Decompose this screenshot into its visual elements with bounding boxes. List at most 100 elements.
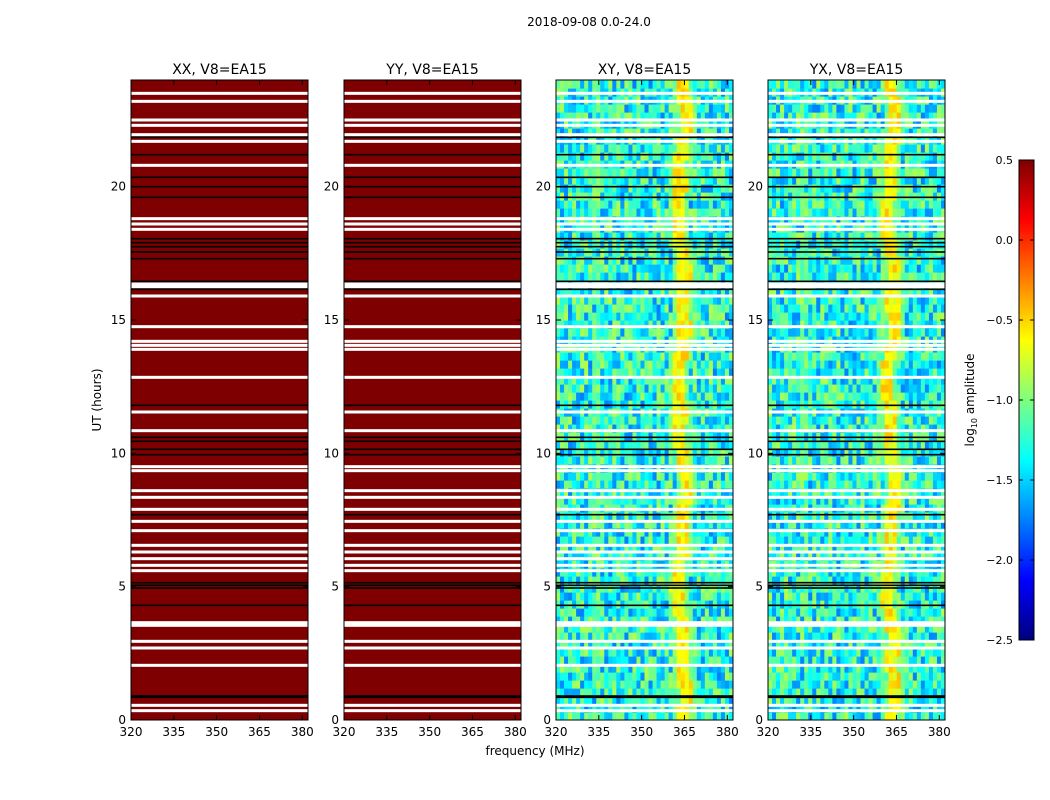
- heatmap-cell: [688, 296, 694, 305]
- heatmap-cell: [916, 624, 922, 633]
- heatmap-cell: [676, 472, 682, 481]
- heatmap-cell: [644, 416, 650, 425]
- heatmap-cell: [892, 544, 898, 553]
- heatmap-cell: [588, 232, 593, 241]
- heatmap-cell: [688, 512, 694, 521]
- heatmap-cell: [660, 240, 666, 249]
- heatmap-cell: [576, 80, 581, 89]
- heatmap-cell: [604, 400, 609, 409]
- heatmap-cell: [916, 608, 922, 617]
- heatmap-cell: [788, 544, 793, 553]
- heatmap-cell: [652, 216, 658, 225]
- heatmap-cell: [688, 688, 694, 697]
- heatmap-cell: [884, 688, 890, 697]
- heatmap-cell: [876, 520, 882, 529]
- heatmap-cell: [628, 192, 634, 201]
- heatmap-cell: [880, 544, 886, 553]
- heatmap-cell: [868, 624, 874, 633]
- heatmap-cell: [576, 360, 581, 369]
- heatmap-cell: [692, 288, 698, 297]
- heatmap-cell: [684, 368, 690, 377]
- heatmap-cell: [556, 544, 561, 553]
- heatmap-cell: [592, 376, 597, 385]
- heatmap-cell: [696, 512, 702, 521]
- heatmap-cell: [604, 600, 609, 609]
- heatmap-cell: [728, 192, 733, 201]
- heatmap-cell: [648, 472, 654, 481]
- heatmap-cell: [624, 384, 630, 393]
- heatmap-cell: [672, 616, 678, 625]
- heatmap-cell: [588, 672, 593, 681]
- flag-band-white: [556, 118, 733, 122]
- heatmap-cell: [580, 264, 585, 273]
- heatmap-cell: [684, 440, 690, 449]
- heatmap-cell: [616, 304, 621, 313]
- heatmap-cell: [608, 416, 613, 425]
- heatmap-cell: [716, 464, 722, 473]
- heatmap-cell: [672, 176, 678, 185]
- heatmap-cell: [772, 696, 777, 705]
- heatmap-cell: [636, 632, 642, 641]
- heatmap-cell: [560, 480, 565, 489]
- heatmap-cell: [656, 304, 662, 313]
- heatmap-cell: [572, 216, 577, 225]
- heatmap-cell: [644, 448, 650, 457]
- heatmap-cell: [572, 440, 577, 449]
- heatmap-cell: [588, 368, 593, 377]
- heatmap-cell: [596, 464, 601, 473]
- flag-band-black: [131, 696, 308, 699]
- heatmap-cell: [900, 696, 906, 705]
- heatmap-cell: [652, 264, 658, 273]
- heatmap-cell: [664, 600, 670, 609]
- heatmap-cell: [560, 240, 565, 249]
- heatmap-cell: [728, 80, 733, 89]
- flag-band-black: [556, 257, 733, 260]
- heatmap-cell: [616, 472, 621, 481]
- flag-band-white: [344, 623, 521, 627]
- flag-band-black: [131, 581, 308, 584]
- heatmap-cell: [712, 712, 718, 720]
- flag-band-white: [556, 465, 733, 469]
- heatmap-cell: [604, 168, 609, 177]
- heatmap-cell: [780, 624, 785, 633]
- heatmap-cell: [796, 640, 801, 649]
- heatmap-cell: [568, 680, 573, 689]
- flag-band-black: [344, 176, 521, 179]
- heatmap-cell: [876, 664, 882, 673]
- heatmap-cell: [656, 296, 662, 305]
- heatmap-cell: [636, 672, 642, 681]
- heatmap-cell: [776, 688, 781, 697]
- heatmap-cell: [652, 440, 658, 449]
- heatmap-cell: [596, 672, 601, 681]
- heatmap-cell: [656, 616, 662, 625]
- heatmap-cell: [840, 568, 846, 577]
- heatmap-cell: [664, 200, 670, 209]
- heatmap-cell: [692, 416, 698, 425]
- heatmap-cell: [704, 152, 710, 161]
- heatmap-cell: [656, 536, 662, 545]
- heatmap-cell: [632, 688, 638, 697]
- heatmap-cell: [628, 216, 634, 225]
- heatmap-cell: [712, 680, 718, 689]
- heatmap-cell: [728, 680, 733, 689]
- heatmap-cell: [800, 608, 805, 617]
- heatmap-cell: [616, 496, 621, 505]
- heatmap-cell: [940, 576, 945, 585]
- heatmap-cell: [592, 472, 597, 481]
- heatmap-cell: [708, 200, 714, 209]
- y-tick-label: 20: [324, 180, 339, 194]
- heatmap-cell: [600, 672, 605, 681]
- heatmap-cell: [664, 448, 670, 457]
- heatmap-cell: [848, 568, 854, 577]
- heatmap-cell: [600, 296, 605, 305]
- heatmap-cell: [820, 624, 825, 633]
- heatmap-cell: [644, 320, 650, 329]
- heatmap-cell: [612, 704, 617, 713]
- heatmap-cell: [832, 592, 837, 601]
- heatmap-cell: [656, 648, 662, 657]
- heatmap-cell: [604, 528, 609, 537]
- heatmap-cell: [844, 688, 850, 697]
- heatmap-cell: [616, 144, 621, 153]
- heatmap-cell: [728, 368, 733, 377]
- heatmap-cell: [696, 528, 702, 537]
